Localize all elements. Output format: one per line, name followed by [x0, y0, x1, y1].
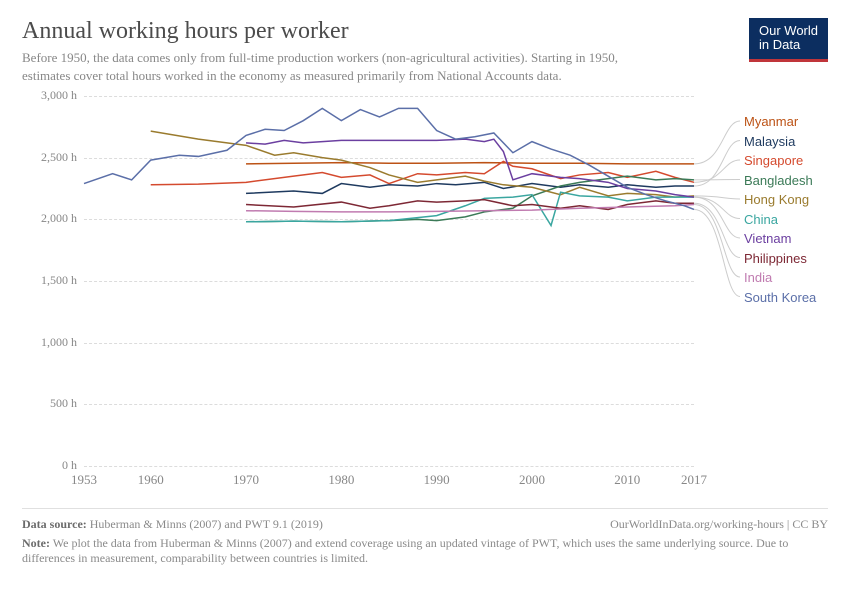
legend-item-bangladesh[interactable]: Bangladesh — [744, 171, 816, 191]
chart-footer: Data source: Huberman & Minns (2007) and… — [22, 508, 828, 566]
legend-item-philippines[interactable]: Philippines — [744, 249, 816, 269]
legend-item-malaysia[interactable]: Malaysia — [744, 132, 816, 152]
legend-item-vietnam[interactable]: Vietnam — [744, 229, 816, 249]
x-tick-label: 1960 — [138, 472, 164, 488]
chart-area: 0 h500 h1,000 h1,500 h2,000 h2,500 h3,00… — [22, 96, 828, 496]
note-label: Note: — [22, 536, 50, 550]
x-tick-label: 1990 — [424, 472, 450, 488]
legend-item-china[interactable]: China — [744, 210, 816, 230]
source-text: Huberman & Minns (2007) and PWT 9.1 (201… — [90, 517, 323, 531]
source-label: Data source: — [22, 517, 87, 531]
note-text: We plot the data from Huberman & Minns (… — [22, 536, 788, 565]
series-line-myanmar — [246, 163, 694, 164]
logo-line1: Our World — [759, 24, 818, 38]
attribution: OurWorldInData.org/working-hours | CC BY — [610, 517, 828, 532]
owid-logo: Our World in Data — [749, 18, 828, 62]
legend: MyanmarMalaysiaSingaporeBangladeshHong K… — [744, 112, 816, 307]
x-tick-label: 2000 — [519, 472, 545, 488]
legend-item-hong-kong[interactable]: Hong Kong — [744, 190, 816, 210]
legend-item-singapore[interactable]: Singapore — [744, 151, 816, 171]
x-tick-label: 2010 — [614, 472, 640, 488]
legend-item-south-korea[interactable]: South Korea — [744, 288, 816, 308]
series-line-china — [246, 192, 694, 225]
line-plot — [22, 96, 828, 496]
logo-line2: in Data — [759, 38, 818, 52]
chart-header: Annual working hours per worker Before 1… — [22, 18, 828, 84]
legend-item-myanmar[interactable]: Myanmar — [744, 112, 816, 132]
legend-item-india[interactable]: India — [744, 268, 816, 288]
x-tick-label: 1980 — [328, 472, 354, 488]
x-tick-label: 1970 — [233, 472, 259, 488]
x-tick-label: 1953 — [71, 472, 97, 488]
chart-subtitle: Before 1950, the data comes only from fu… — [22, 49, 622, 84]
chart-title: Annual working hours per worker — [22, 18, 828, 45]
x-tick-label: 2017 — [681, 472, 707, 488]
series-line-vietnam — [246, 139, 694, 197]
data-source: Data source: Huberman & Minns (2007) and… — [22, 517, 323, 532]
footnote: Note: We plot the data from Huberman & M… — [22, 536, 828, 566]
